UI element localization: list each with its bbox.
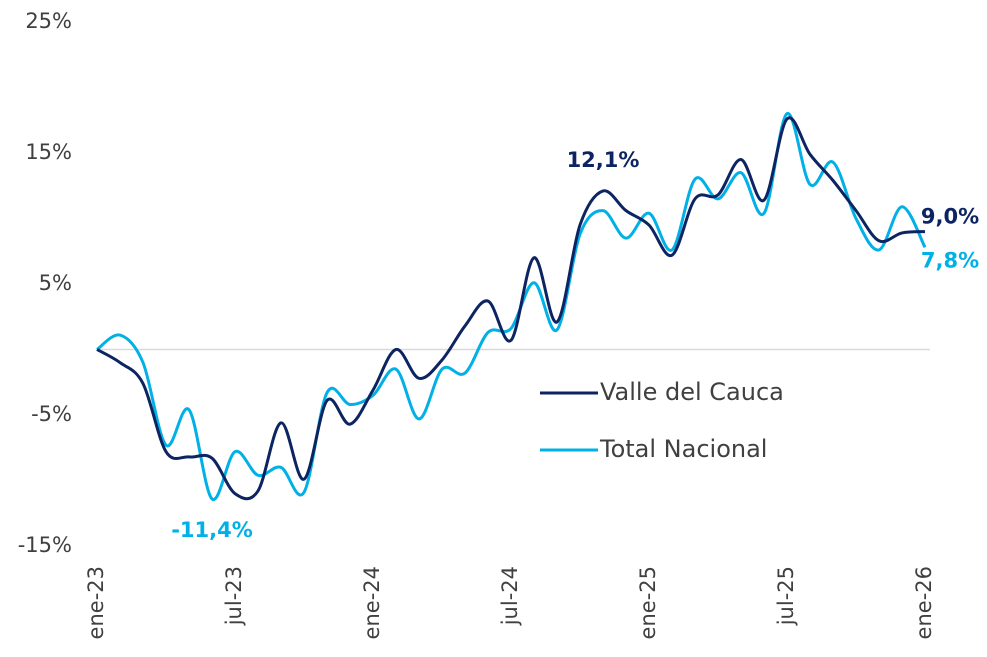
x-tick-label: jul-24 [498, 566, 522, 626]
legend-label: Valle del Cauca [600, 378, 784, 406]
x-tick-label: ene-26 [912, 566, 936, 639]
y-tick-label: 25% [25, 9, 72, 33]
x-tick-label: ene-25 [636, 566, 660, 639]
legend-label: Total Nacional [599, 435, 767, 463]
y-tick-label: -5% [31, 402, 72, 426]
series-line [96, 116, 926, 501]
y-tick-label: -15% [18, 533, 72, 557]
y-tick-label: 5% [39, 271, 72, 295]
data-label: 12,1% [567, 148, 640, 172]
x-tick-label: ene-24 [360, 566, 384, 639]
x-tick-label: jul-23 [222, 566, 246, 626]
data-label: 7,8% [921, 248, 979, 272]
series-line [96, 112, 927, 501]
x-tick-label: ene-23 [84, 566, 108, 639]
y-tick-label: 15% [25, 140, 72, 164]
data-label: -11,4% [171, 518, 253, 542]
data-label: 9,0% [921, 205, 979, 229]
x-tick-label: jul-25 [774, 566, 798, 626]
